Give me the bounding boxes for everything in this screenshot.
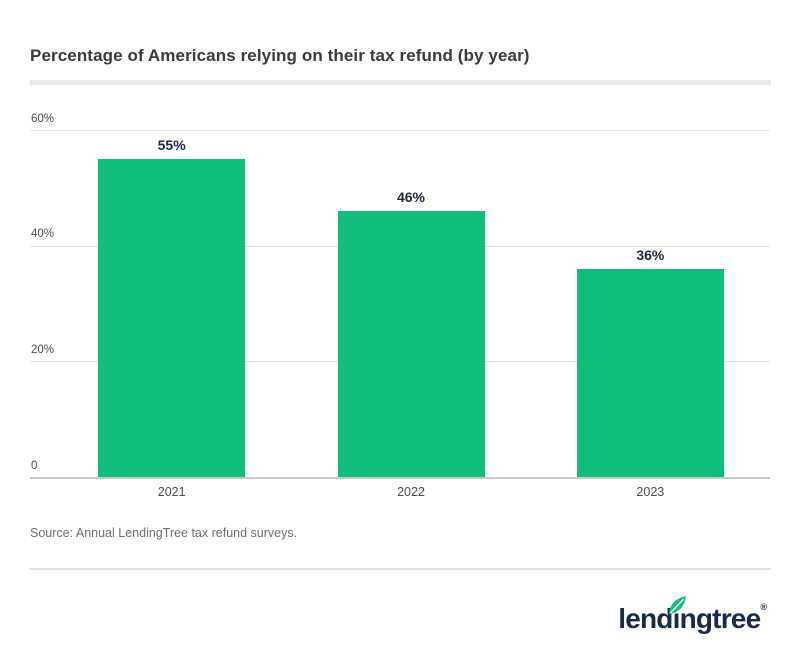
- bar-2022: [337, 210, 485, 477]
- source-note: Source: Annual LendingTree tax refund su…: [30, 526, 298, 540]
- bar-value-label: 36%: [636, 246, 665, 263]
- leaf-icon: [669, 596, 687, 615]
- wordmark-dotless-i: ı: [672, 603, 681, 634]
- x-axis-tick-label: 2022: [397, 485, 425, 499]
- y-axis-tick-label: 0: [31, 459, 38, 472]
- bar-chart: 60% 40% 20% 0 55% 2021 46% 2022 36% 2023: [30, 113, 770, 498]
- title-divider: [30, 80, 771, 85]
- bar-2023: [576, 268, 724, 477]
- bar-value-label: 55%: [157, 136, 186, 153]
- gridline: [30, 130, 770, 131]
- chart-title: Percentage of Americans relying on their…: [30, 46, 530, 65]
- footer-divider: [30, 568, 771, 570]
- wordmark-pre: lend: [618, 603, 673, 634]
- registered-mark: ®: [760, 602, 767, 612]
- x-axis-tick-label: 2023: [636, 485, 665, 499]
- x-axis-tick-label: 2021: [157, 485, 186, 499]
- y-axis-tick-label: 40%: [31, 228, 55, 241]
- bar-2021: [98, 158, 246, 477]
- lendingtree-logo: lendıngtree®: [618, 593, 767, 635]
- lendingtree-wordmark: lendıngtree®: [618, 603, 767, 633]
- bar-value-label: 46%: [396, 188, 426, 205]
- y-axis-tick-label: 60%: [31, 112, 55, 125]
- wordmark-post: ngtree: [679, 603, 762, 634]
- y-axis-tick-label: 20%: [31, 343, 55, 356]
